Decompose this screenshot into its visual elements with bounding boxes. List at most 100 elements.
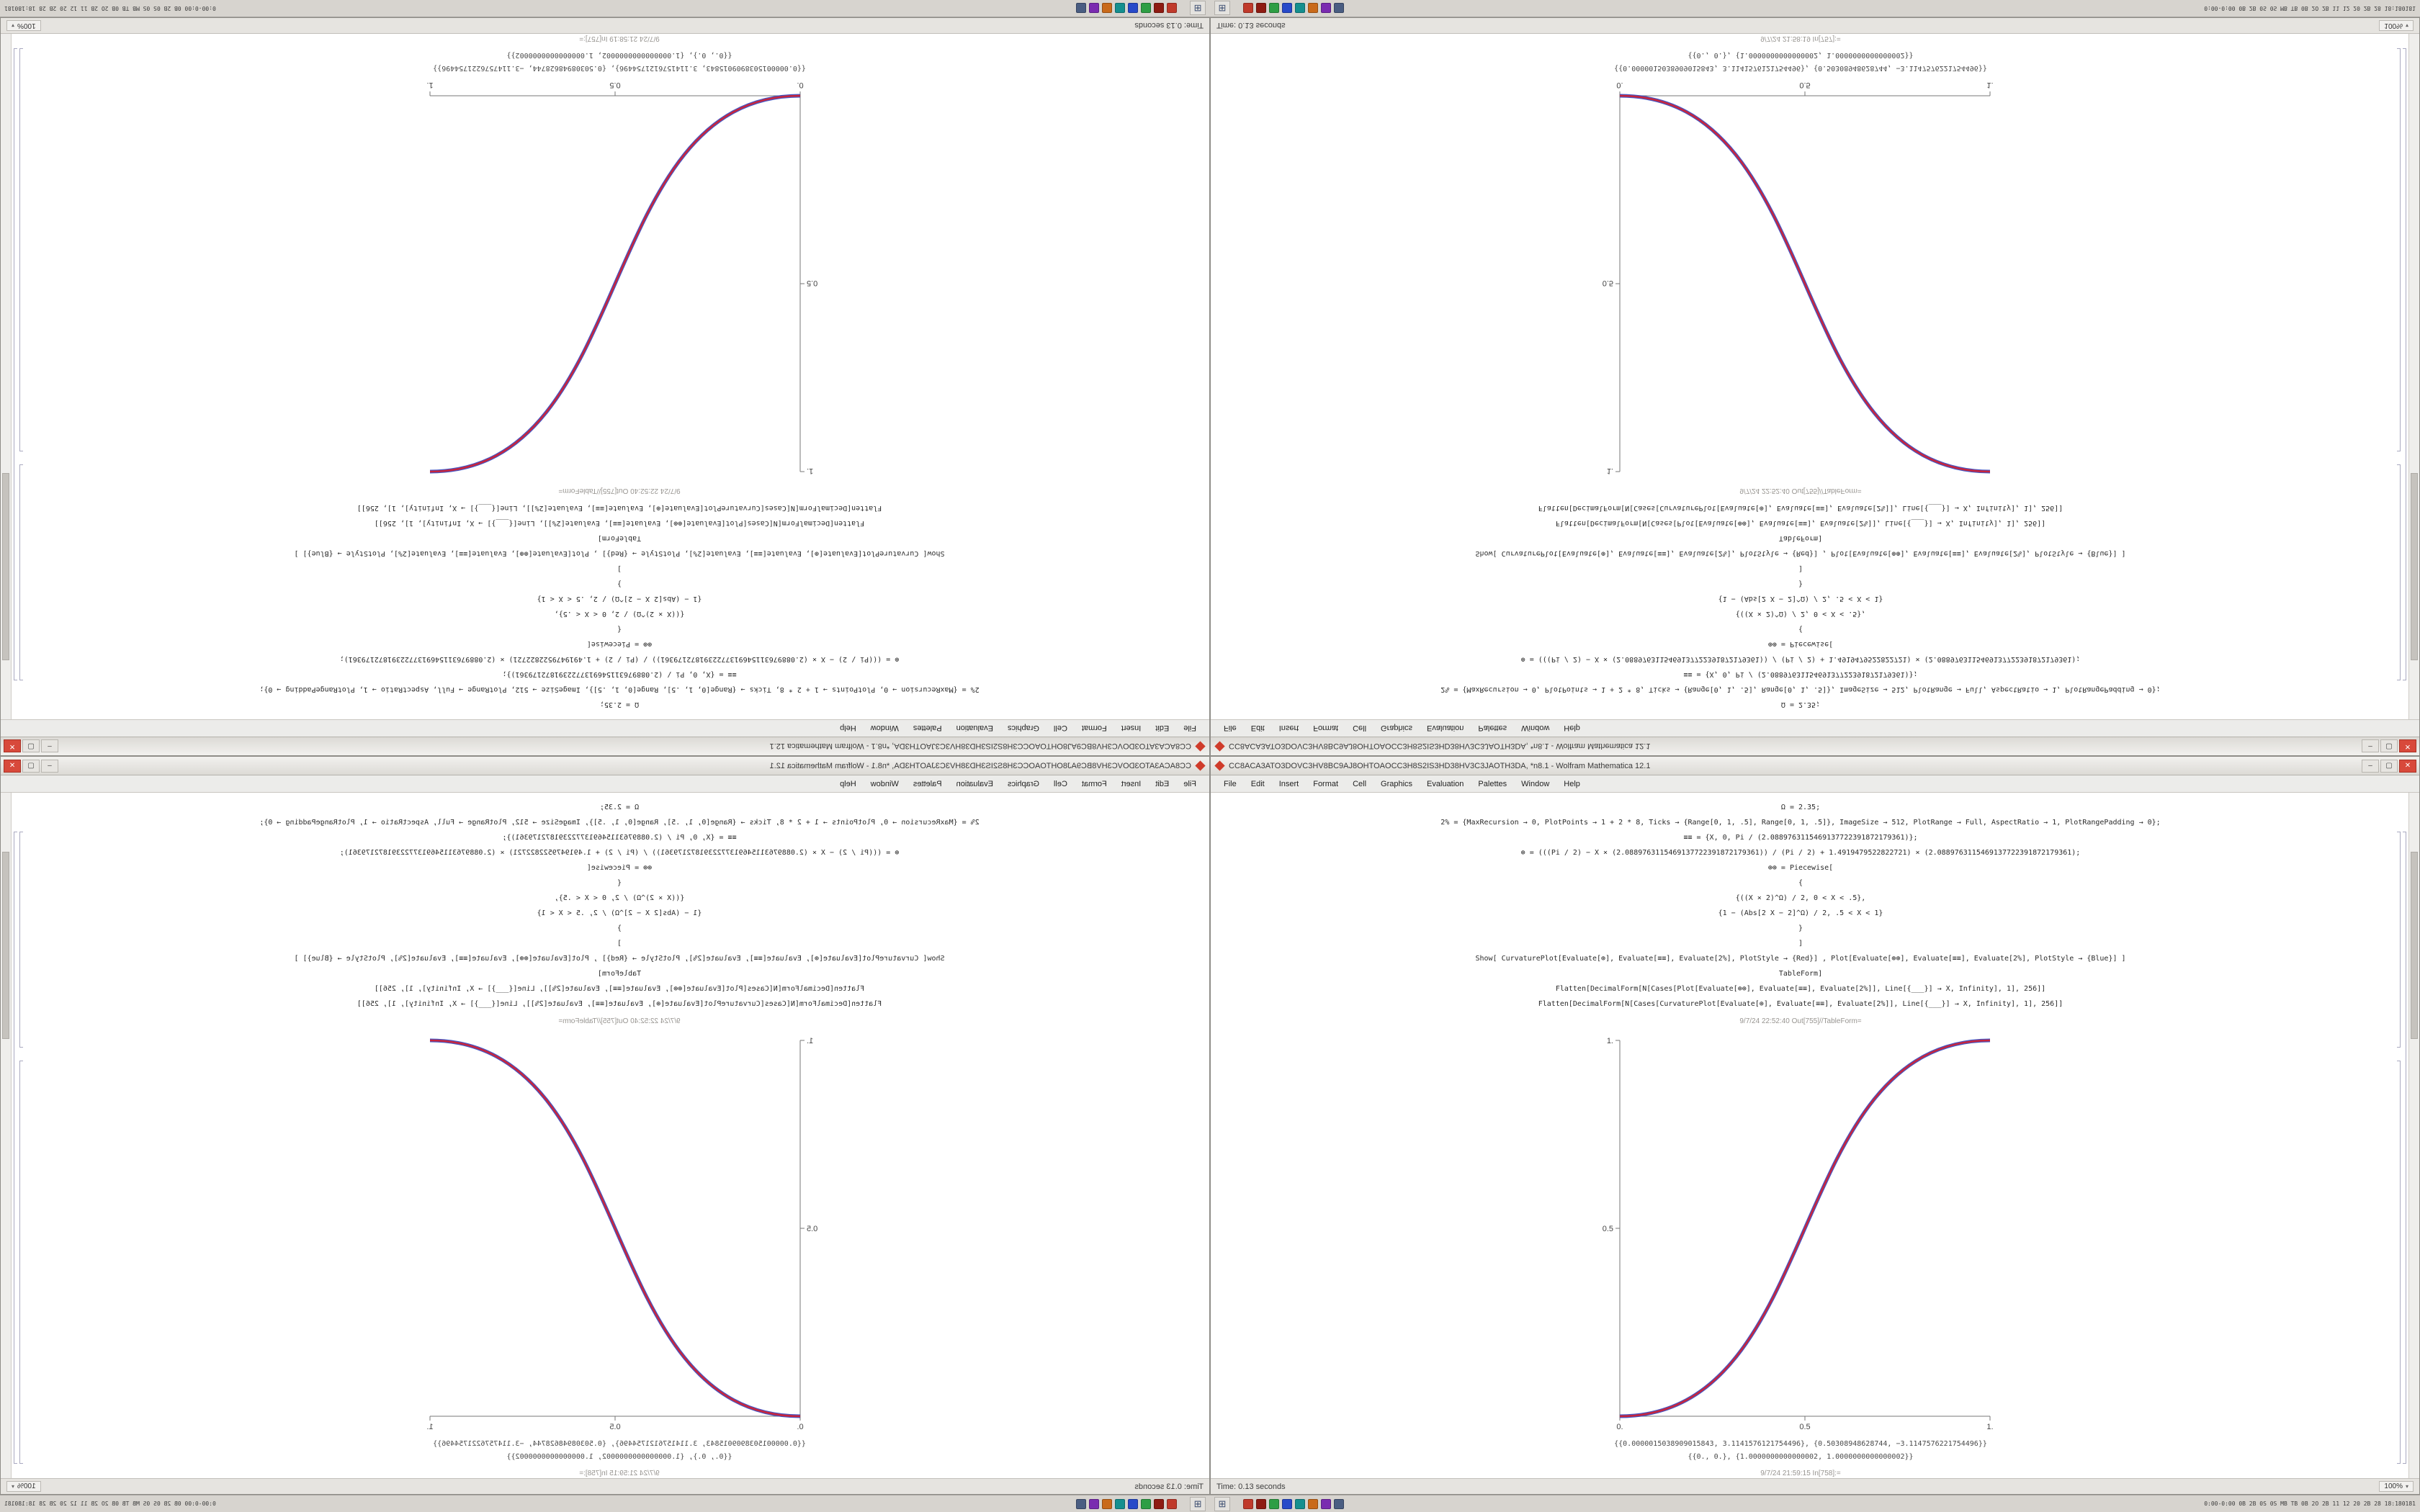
input-cell-line[interactable]: ⊕⊕ = Piecewise[ [1767, 864, 1834, 872]
input-cell-line[interactable]: Flatten[DecimalForm[N[Cases[CurvaturePlo… [357, 1000, 882, 1008]
input-cell-line[interactable]: ≡≡ = {X, 0, Pi / (2.08897631154691377223… [1683, 670, 1918, 678]
input-cell-line[interactable]: } [617, 580, 622, 588]
input-cell-line[interactable]: ] [617, 564, 622, 572]
input-cell-line[interactable]: Ω = 2.35; [599, 701, 640, 708]
menu-item-insert[interactable]: Insert [1121, 779, 1142, 788]
menu-item-graphics[interactable]: Graphics [1007, 779, 1039, 788]
close-button[interactable]: ✕ [4, 759, 21, 773]
menu-item-insert[interactable]: Insert [1278, 724, 1299, 733]
vertical-scrollbar[interactable] [1, 793, 12, 1478]
taskbar-app-icon[interactable] [1167, 1498, 1177, 1509]
menu-item-help[interactable]: Help [840, 779, 856, 788]
input-cell-line[interactable]: Flatten[DecimalForm[N[Cases[CurvaturePlo… [1538, 504, 2063, 512]
input-cell-line[interactable]: TableForm] [597, 970, 642, 978]
menu-item-insert[interactable]: Insert [1121, 724, 1142, 733]
start-button[interactable]: ⊞ [1190, 1496, 1206, 1511]
magnification-control[interactable]: 100% ▾ [2379, 20, 2414, 31]
scrollbar-thumb[interactable] [2411, 473, 2418, 660]
cell-bracket[interactable] [19, 1061, 23, 1464]
input-cell-line[interactable]: 2% = {MaxRecursion → 0, PlotPoints → 1 +… [1440, 819, 2161, 827]
cell-bracket[interactable] [19, 832, 23, 1048]
taskbar-app-icon[interactable] [1141, 3, 1151, 14]
input-cell-line[interactable]: Show[ CurvaturePlot[Evaluate[⊕], Evaluat… [1475, 955, 2126, 963]
menu-item-palettes[interactable]: Palettes [1478, 724, 1507, 733]
close-button[interactable]: ✕ [2399, 739, 2416, 753]
taskbar-app-icon[interactable] [1141, 1498, 1151, 1509]
cell-bracket[interactable] [2397, 832, 2401, 1048]
cell-bracket[interactable] [19, 48, 23, 451]
input-cell-line[interactable]: {((X × 2)^Ω) / 2, 0 < X < .5}, [554, 894, 685, 902]
close-button[interactable]: ✕ [4, 739, 21, 753]
menu-item-window[interactable]: Window [1521, 779, 1550, 788]
input-cell-line[interactable]: } [1798, 924, 1803, 932]
input-cell-line[interactable]: ⊕⊕ = Piecewise[ [586, 640, 653, 648]
menu-item-cell[interactable]: Cell [1353, 779, 1367, 788]
menu-item-edit[interactable]: Edit [1155, 724, 1170, 733]
menu-item-format[interactable]: Format [1313, 779, 1339, 788]
taskbar-app-icon[interactable] [1243, 3, 1253, 14]
input-cell-line[interactable]: Show[ CurvaturePlot[Evaluate[⊕], Evaluat… [294, 955, 945, 963]
input-cell-line[interactable]: ] [617, 940, 622, 948]
input-cell-line[interactable]: Flatten[DecimalForm[N[Cases[Plot[Evaluat… [1555, 519, 2046, 527]
taskbar-app-icon[interactable] [1269, 3, 1279, 14]
input-cell-line[interactable]: Ω = 2.35; [1780, 701, 1821, 708]
menu-item-format[interactable]: Format [1081, 724, 1107, 733]
input-cell-line[interactable]: {((X × 2)^Ω) / 2, 0 < X < .5}, [1735, 894, 1866, 902]
input-cell-line[interactable]: ⊕ = (((Pi / 2) − X × (2.0889763115469137… [1520, 655, 2081, 663]
input-cell-line[interactable]: Show[ CurvaturePlot[Evaluate[⊕], Evaluat… [294, 549, 945, 557]
taskbar-app-icon[interactable] [1076, 1498, 1086, 1509]
minimize-button[interactable]: – [41, 759, 58, 773]
cell-bracket[interactable] [19, 464, 23, 680]
menu-item-graphics[interactable]: Graphics [1007, 724, 1039, 733]
menu-item-palettes[interactable]: Palettes [913, 724, 942, 733]
menu-item-window[interactable]: Window [870, 779, 899, 788]
input-cell-line[interactable]: TableForm] [597, 534, 642, 542]
input-cell-line[interactable]: Flatten[DecimalForm[N[Cases[Plot[Evaluat… [1555, 985, 2046, 993]
input-cell-line[interactable]: 2% = {MaxRecursion → 0, PlotPoints → 1 +… [259, 685, 980, 693]
menu-item-file[interactable]: File [1183, 724, 1196, 733]
input-cell-line[interactable]: {1 − (Abs[2 X − 2]^Ω) / 2, .5 < X < 1} [1718, 595, 1883, 603]
taskbar-app-icon[interactable] [1102, 1498, 1112, 1509]
taskbar-app-icon[interactable] [1282, 1498, 1292, 1509]
menu-item-evaluation[interactable]: Evaluation [1427, 779, 1464, 788]
input-cell-line[interactable]: } [1798, 580, 1803, 588]
input-cell-line[interactable]: { [617, 879, 622, 887]
menu-item-edit[interactable]: Edit [1250, 779, 1265, 788]
cell-bracket[interactable] [14, 832, 17, 1464]
input-cell-line[interactable]: Flatten[DecimalForm[N[Cases[CurvaturePlo… [357, 504, 882, 512]
menu-item-graphics[interactable]: Graphics [1381, 779, 1413, 788]
taskbar-app-icon[interactable] [1128, 1498, 1138, 1509]
scrollbar-thumb[interactable] [2, 852, 9, 1039]
menu-item-file[interactable]: File [1224, 779, 1237, 788]
start-button[interactable]: ⊞ [1214, 1496, 1230, 1511]
input-cell-line[interactable]: Show[ CurvaturePlot[Evaluate[⊕], Evaluat… [1475, 549, 2126, 557]
taskbar-app-icon[interactable] [1295, 3, 1305, 14]
cell-bracket[interactable] [14, 48, 17, 680]
input-cell-line[interactable]: Ω = 2.35; [599, 804, 640, 811]
taskbar-app-icon[interactable] [1256, 3, 1266, 14]
minimize-button[interactable]: – [2362, 759, 2379, 773]
menu-item-evaluation[interactable]: Evaluation [1427, 724, 1464, 733]
input-cell-line[interactable]: {1 − (Abs[2 X − 2]^Ω) / 2, .5 < X < 1} [537, 595, 702, 603]
magnification-control[interactable]: 100% ▾ [6, 20, 41, 31]
input-cell-line[interactable]: {((X × 2)^Ω) / 2, 0 < X < .5}, [554, 610, 685, 618]
input-cell-line[interactable]: {1 − (Abs[2 X − 2]^Ω) / 2, .5 < X < 1} [1718, 909, 1883, 917]
taskbar-app-icon[interactable] [1102, 3, 1112, 14]
input-cell-line[interactable]: ≡≡ = {X, 0, Pi / (2.08897631154691377223… [502, 670, 737, 678]
menu-item-graphics[interactable]: Graphics [1381, 724, 1413, 733]
taskbar-app-icon[interactable] [1128, 3, 1138, 14]
menu-item-help[interactable]: Help [840, 724, 856, 733]
cell-bracket[interactable] [2403, 48, 2406, 680]
taskbar-app-icon[interactable] [1282, 3, 1292, 14]
menu-item-help[interactable]: Help [1564, 779, 1580, 788]
scrollbar-thumb[interactable] [2411, 852, 2418, 1039]
minimize-button[interactable]: – [2362, 739, 2379, 753]
vertical-scrollbar[interactable] [1, 34, 12, 719]
taskbar-app-icon[interactable] [1308, 1498, 1318, 1509]
close-button[interactable]: ✕ [2399, 759, 2416, 773]
menu-item-cell[interactable]: Cell [1053, 779, 1067, 788]
menu-item-insert[interactable]: Insert [1278, 779, 1299, 788]
taskbar-app-icon[interactable] [1256, 1498, 1266, 1509]
cell-bracket[interactable] [2403, 832, 2406, 1464]
input-cell-line[interactable]: ≡≡ = {X, 0, Pi / (2.08897631154691377223… [502, 834, 737, 842]
